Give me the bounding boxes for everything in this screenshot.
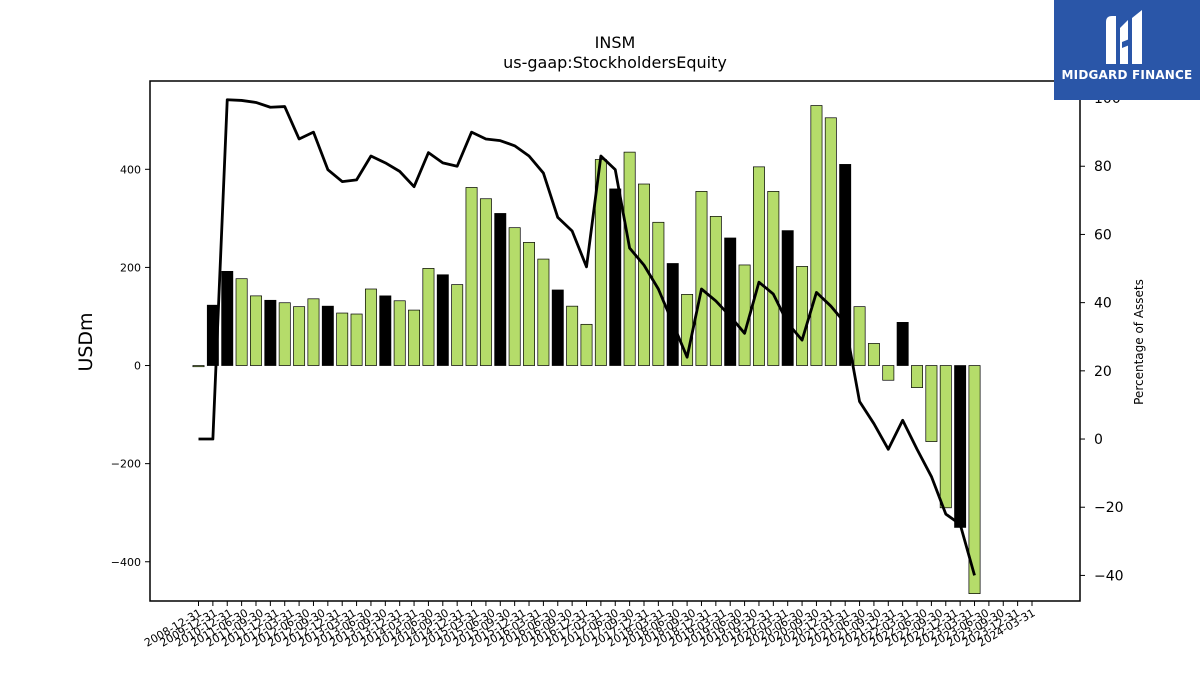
- bar-2022-12-31: [954, 365, 967, 528]
- bar-2010-06-30: [235, 278, 248, 366]
- bar-2010-12-31: [264, 299, 277, 366]
- bar-2019-12-31: [781, 230, 794, 366]
- bar-2021-12-31: [896, 322, 909, 366]
- bar-2014-12-31: [494, 213, 507, 366]
- bar-2019-09-30: [767, 191, 780, 366]
- bar-2015-12-31: [551, 289, 564, 366]
- bar-2017-12-31: [666, 263, 679, 366]
- bar-2018-09-30: [709, 216, 722, 366]
- bar-2014-06-30: [465, 187, 478, 366]
- bar-2016-03-31: [566, 305, 579, 366]
- y2-tick-label: −20: [1094, 500, 1124, 516]
- bar-2012-09-30: [364, 288, 377, 366]
- bar-2015-06-30: [523, 242, 535, 366]
- y-tick-label: 0: [134, 360, 141, 373]
- bar-2021-09-30: [882, 365, 895, 381]
- y-tick-label: 400: [120, 163, 141, 176]
- bar-2010-03-31: [221, 270, 234, 366]
- bar-2018-06-30: [695, 191, 708, 366]
- bar-2012-06-30: [350, 313, 363, 366]
- bar-2021-03-31: [853, 306, 866, 366]
- y-tick-label: 200: [120, 261, 141, 274]
- bar-2014-03-31: [451, 284, 464, 366]
- bar-2020-09-30: [824, 117, 837, 366]
- bar-2015-03-31: [508, 227, 521, 366]
- bar-2021-06-30: [867, 343, 880, 366]
- bar-2022-09-30: [939, 365, 952, 509]
- logo-text: MIDGARD FINANCE: [1061, 68, 1193, 82]
- bar-2020-06-30: [810, 105, 823, 366]
- bar-2014-09-30: [479, 198, 492, 366]
- bar-2015-09-30: [537, 258, 550, 366]
- bar-2010-09-30: [250, 295, 262, 366]
- y-tick-label: −400: [111, 556, 141, 569]
- chart-subtitle: us-gaap:StockholdersEquity: [503, 53, 727, 72]
- bar-2013-03-31: [393, 300, 406, 366]
- midgard-finance-logo: MIDGARD FINANCE: [1054, 0, 1200, 100]
- y2-tick-label: 40: [1094, 296, 1112, 312]
- y-axis-left: −400 −200 0 200 400: [111, 163, 150, 569]
- bar-2016-12-31: [609, 188, 622, 366]
- bar-2017-09-30: [652, 221, 665, 366]
- bar-2022-03-31: [911, 365, 923, 388]
- y2-tick-label: 20: [1094, 364, 1112, 380]
- bar-2008-12-31: [192, 365, 205, 368]
- plot-frame: [149, 80, 1081, 602]
- bar-2022-06-30: [925, 365, 938, 442]
- percentage-line: [198, 98, 976, 576]
- bar-series: [192, 105, 981, 594]
- y-tick-label: −200: [111, 458, 141, 471]
- bar-2017-03-31: [623, 151, 636, 366]
- bar-2020-03-31: [796, 266, 809, 366]
- line-series: [198, 98, 976, 576]
- bar-2011-06-30: [293, 306, 306, 366]
- bar-2011-03-31: [278, 302, 291, 366]
- bar-2017-06-30: [638, 183, 650, 366]
- bar-2012-12-31: [379, 295, 392, 366]
- bar-2018-12-31: [724, 237, 737, 366]
- y-axis-label: USDm: [75, 312, 97, 371]
- y2-tick-label: 0: [1094, 432, 1103, 448]
- x-axis: 2008-12-312009-12-312010-12-312011-06-30…: [142, 601, 1038, 650]
- y2-tick-label: −40: [1094, 568, 1124, 584]
- bar-2020-12-31: [839, 164, 852, 366]
- y2-tick-label: 80: [1094, 159, 1112, 175]
- bar-2011-12-31: [321, 305, 334, 366]
- bar-2012-03-31: [336, 312, 349, 366]
- bar-2013-09-30: [422, 268, 435, 366]
- chart-title: INSM: [595, 33, 636, 52]
- bar-2011-09-30: [307, 298, 320, 366]
- bar-2019-06-30: [752, 166, 765, 366]
- y2-axis-label: Percentage of Assets: [1132, 279, 1146, 405]
- bar-2023-03-31: [968, 365, 981, 594]
- bar-2013-06-30: [408, 309, 421, 366]
- y-axis-right: −40−20020406080100: [1080, 91, 1124, 584]
- bar-2013-12-31: [436, 274, 449, 366]
- y2-tick-label: 60: [1094, 227, 1112, 243]
- bar-2016-06-30: [580, 323, 593, 366]
- midgard-m-icon: [1106, 10, 1142, 64]
